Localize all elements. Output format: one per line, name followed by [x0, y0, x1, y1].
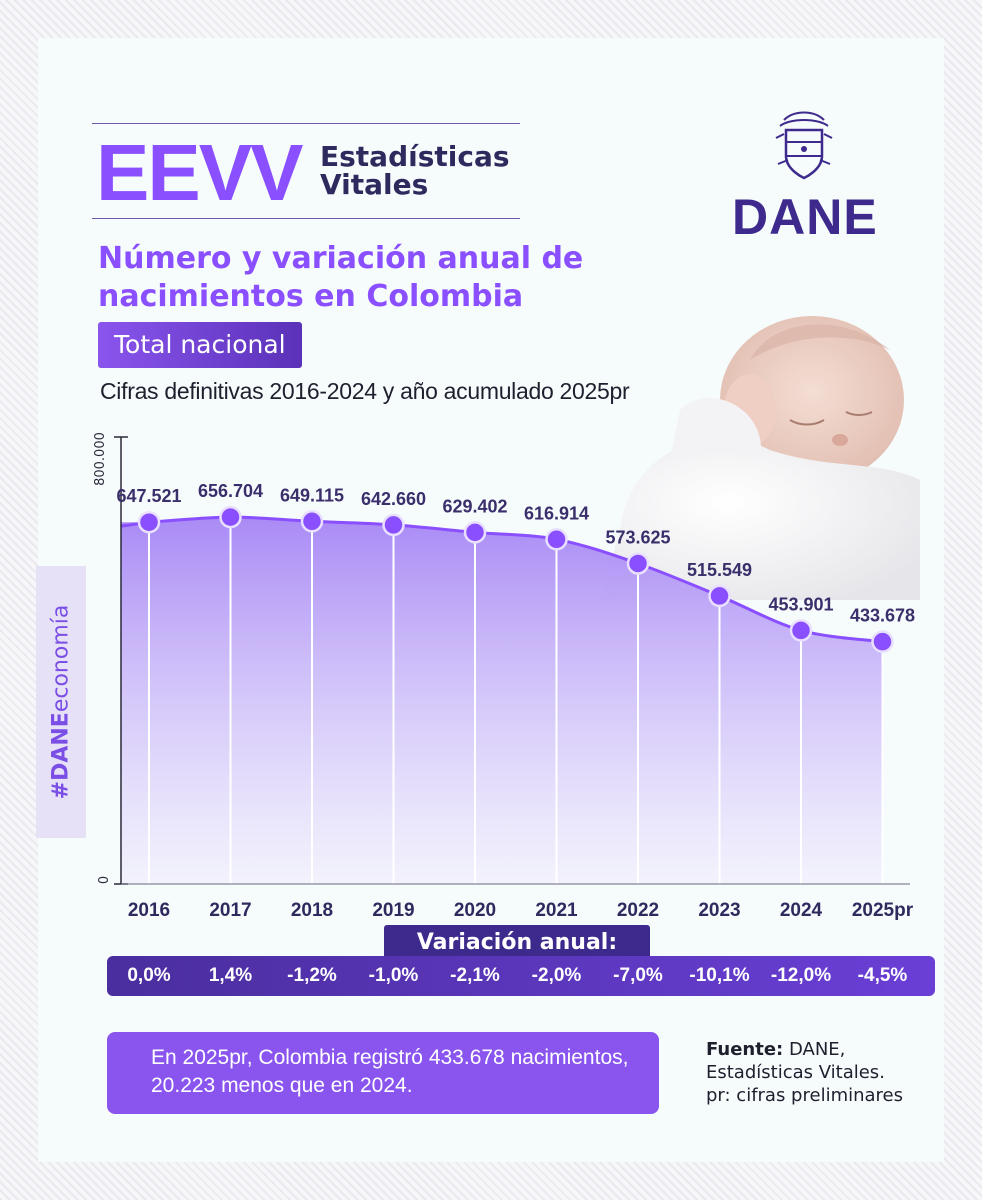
variation-value-2020: -2,1% — [450, 965, 500, 986]
data-label-2017: 656.704 — [198, 481, 263, 501]
x-tick-label-2017: 2017 — [209, 900, 251, 921]
marker-2020 — [463, 521, 487, 544]
variation-value-2019: -1,0% — [368, 965, 419, 986]
data-label-2018: 649.115 — [280, 485, 344, 505]
source-line1: DANE, — [788, 1039, 846, 1060]
y-tick-label-800000: 800.000 — [93, 432, 108, 486]
marker-2022 — [626, 552, 650, 575]
x-tick-label-2020: 2020 — [454, 900, 496, 921]
data-label-2019: 642.660 — [361, 489, 426, 509]
brand-code: EEVV — [96, 128, 303, 217]
marker-2018 — [300, 510, 324, 533]
variation-value-2024: -12,0% — [770, 965, 832, 986]
marker-2016 — [137, 510, 161, 534]
header-rule-bottom — [92, 218, 520, 219]
brand-name-line2: Vitales — [320, 168, 429, 201]
y-tick-label-0: 0 — [97, 876, 112, 884]
source-note: Fuente: DANE, Estadísticas Vitales. pr: … — [706, 1038, 926, 1107]
series-line — [148, 515, 883, 644]
data-label-2024: 453.901 — [768, 594, 833, 614]
x-tick-label-2024: 2024 — [780, 900, 823, 921]
marker-2025pr — [871, 630, 894, 653]
data-label-2021: 616.914 — [524, 503, 589, 523]
data-label-2016: 647.521 — [116, 486, 181, 506]
x-tick-label-2018: 2018 — [291, 900, 333, 921]
dane-logo-text: DANE — [732, 189, 878, 245]
variation-value-2025pr: -4,5% — [857, 965, 908, 986]
marker-2017 — [219, 505, 242, 529]
x-tick-label-2022: 2022 — [617, 900, 659, 921]
variation-value-2017: 1,4% — [208, 965, 253, 986]
source-line2: Estadísticas Vitales. — [706, 1062, 885, 1083]
chart-note: Cifras definitivas 2016-2024 y año acumu… — [100, 378, 630, 404]
summary-text: En 2025pr, Colombia registró 433.678 nac… — [151, 1046, 629, 1097]
chart-title: Número y variación anual de nacimientos … — [98, 241, 584, 314]
area-fill — [121, 517, 883, 884]
x-tick-label-2021: 2021 — [535, 900, 578, 921]
data-label-2025pr: 433.678 — [850, 606, 915, 626]
variation-value-2016: 0,0% — [127, 965, 171, 986]
source-line3: pr: cifras preliminares — [706, 1085, 903, 1106]
x-tick-label-2019: 2019 — [372, 900, 414, 921]
hashtag-box — [36, 566, 86, 838]
x-tick-label-2025pr: 2025pr — [852, 900, 914, 921]
marker-2019 — [382, 513, 405, 537]
subtitle-badge: Total nacional — [98, 322, 302, 368]
variation-value-2023: -10,1% — [689, 965, 750, 986]
variation-value-2018: -1,2% — [287, 965, 337, 986]
data-label-2022: 573.625 — [605, 527, 670, 547]
coat-of-arms-icon — [775, 111, 833, 180]
variation-value-2022: -7,0% — [613, 965, 663, 986]
variation-bar: 0,0% 1,4% -1,2% -1,0% -2,1% -2,0% -7,0% -10,1% -… — [107, 956, 935, 996]
summary-box: En 2025pr, Colombia registró 433.678 nac… — [107, 1032, 659, 1114]
marker-2021 — [545, 528, 568, 551]
source-label: Fuente: — [706, 1039, 784, 1060]
variation-label: Variación anual: — [384, 925, 650, 961]
newborn-photo — [600, 316, 920, 600]
data-label-2020: 629.402 — [442, 496, 507, 516]
marker-2024 — [789, 619, 813, 642]
x-tick-label-2016: 2016 — [128, 900, 170, 921]
variation-value-2021: -2,0% — [531, 965, 582, 986]
data-label-2023: 515.549 — [687, 560, 752, 580]
marker-2023 — [708, 584, 731, 608]
x-tick-label-2023: 2023 — [698, 900, 740, 921]
header-rule-top — [92, 123, 520, 124]
brand-name-line1: Estadísticas — [320, 140, 510, 173]
